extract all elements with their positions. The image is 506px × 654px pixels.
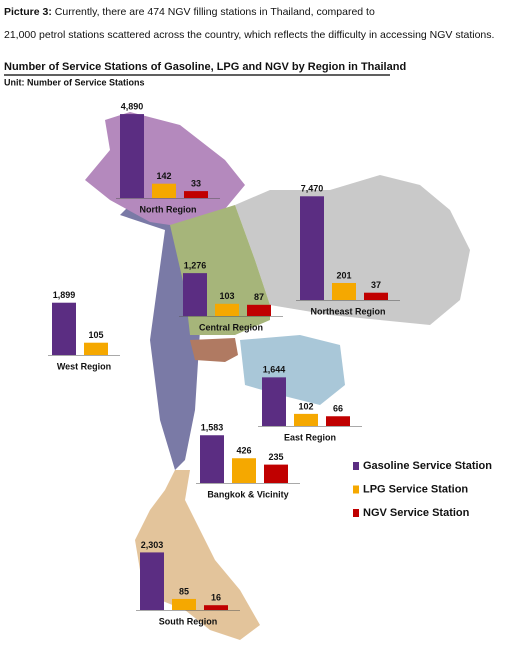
bar [140,552,164,610]
value-label: 142 [156,171,171,181]
region-label: Northeast Region [310,306,385,316]
bar [294,413,318,426]
value-label: 87 [254,292,264,302]
value-label: 1,899 [53,290,76,300]
northeast-region-shape [235,175,470,325]
region-label: Bangkok & Vicinity [207,489,288,499]
south-region-shape [135,470,260,640]
map [85,112,470,640]
legend-swatch [353,462,359,470]
value-label: 201 [336,270,351,280]
bar [204,605,228,610]
bar [184,191,208,198]
chart-subtitle: Unit: Number of Service Stations [4,77,145,87]
value-label: 85 [179,586,189,596]
value-label: 16 [211,593,221,603]
legend-label: Gasoline Service Station [363,460,492,472]
bar [300,196,324,300]
caption-text: Currently, there are 474 NGV filling sta… [55,6,375,18]
value-label: 33 [191,178,201,188]
west-region-shape [120,205,200,470]
value-label: 1,276 [184,261,207,271]
caption-label: Picture 3: [4,6,52,18]
bar [52,302,76,355]
bar [183,273,207,316]
value-label: 2,303 [141,540,164,550]
value-label: 7,470 [301,184,324,194]
value-label: 66 [333,404,343,414]
bar [326,416,350,426]
caption-line: 21,000 petrol stations scattered across … [4,29,494,41]
region-label: East Region [284,432,336,442]
region-label: West Region [57,361,111,371]
bar [172,598,196,610]
value-label: 426 [236,446,251,456]
region-label: North Region [140,204,197,214]
bar [247,304,271,316]
value-label: 1,644 [263,365,286,375]
chart-title: Number of Service Stations of Gasoline, … [4,61,406,73]
caption-line: Picture 3: Currently, there are 474 NGV … [4,6,375,18]
region-label: South Region [159,616,218,626]
bar [215,303,239,316]
bar [262,377,286,426]
value-label: 102 [298,401,313,411]
bar [332,282,356,300]
value-label: 105 [88,330,103,340]
region-label: Central Region [199,322,263,332]
legend-label: LPG Service Station [363,483,468,495]
value-label: 235 [268,452,283,462]
east-region-shape [240,335,345,405]
bar [264,464,288,483]
bar [200,435,224,483]
value-label: 1,583 [201,423,224,433]
bar [232,458,256,483]
value-label: 4,890 [121,101,144,111]
value-label: 37 [371,280,381,290]
bar [84,342,108,355]
legend-swatch [353,509,359,517]
legend-swatch [353,485,359,494]
bangkok-shape [190,338,238,362]
bar [152,183,176,198]
bar [364,292,388,300]
bar [120,114,144,198]
legend-label: NGV Service Station [363,507,470,519]
value-label: 103 [219,291,234,301]
